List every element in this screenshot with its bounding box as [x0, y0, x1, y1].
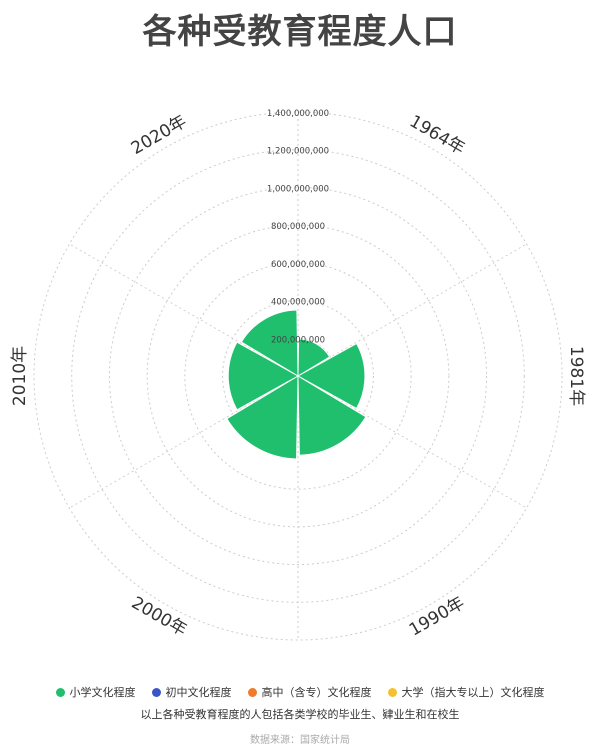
radial-tick-label: 1,000,000,000: [267, 184, 329, 194]
chart-title: 各种受教育程度人口: [142, 12, 458, 52]
radial-tick-label: 1,400,000,000: [267, 109, 329, 119]
polar-chart: 200,000,000 400,000,000 600,000,000 800,000…: [10, 109, 586, 641]
grid-circle: [108, 186, 488, 566]
radial-tick-label: 600,000,000: [271, 260, 325, 270]
grid-circle: [184, 262, 412, 490]
legend-swatch: [247, 687, 257, 697]
grid-circle: [33, 111, 563, 641]
radial-tick-label: 400,000,000: [271, 298, 325, 308]
legend-item[interactable]: 高中（含专）文化程度: [247, 684, 372, 700]
bar-sector: [226, 375, 299, 460]
bar-sector: [297, 375, 367, 456]
category-label: 1990年: [406, 593, 468, 640]
legend-label: 小学文化程度: [69, 686, 136, 699]
legend-item[interactable]: 大学（指大专以上）文化程度: [387, 684, 545, 700]
grid-spoke: [69, 243, 299, 377]
category-label: 1981年: [566, 346, 586, 406]
category-label: 2020年: [128, 112, 190, 159]
grid-circle: [222, 300, 374, 452]
legend-swatch: [55, 687, 65, 697]
grid-spoke: [297, 243, 527, 377]
radial-tick-label: 1,200,000,000: [267, 147, 329, 157]
legend-item[interactable]: 小学文化程度: [55, 684, 136, 700]
legend-swatch: [387, 687, 397, 697]
bar-sector: [296, 342, 366, 410]
legend-item[interactable]: 初中文化程度: [151, 684, 232, 700]
category-label: 2010年: [10, 346, 30, 406]
legend-label: 大学（指大专以上）文化程度: [401, 686, 545, 699]
legend: 小学文化程度 初中文化程度 高中（含专）文化程度 大学（指大专以上）文化程度: [0, 684, 600, 700]
data-source: 数据来源：国家统计局: [250, 735, 350, 746]
bar-sector: [240, 309, 299, 377]
bar-sector: [297, 338, 331, 377]
legend-label: 高中（含专）文化程度: [261, 686, 372, 699]
legend-swatch: [151, 687, 161, 697]
bar-sector: [227, 341, 300, 411]
grid-spoke: [69, 375, 299, 509]
footnote: 以上各种受教育程度的人包括各类学校的毕业生、肄业生和在校生: [140, 708, 460, 721]
radial-tick-label: 200,000,000: [271, 335, 325, 345]
legend-label: 初中文化程度: [165, 686, 232, 699]
grid-spoke: [297, 375, 527, 509]
radial-tick-label: 800,000,000: [271, 222, 325, 232]
